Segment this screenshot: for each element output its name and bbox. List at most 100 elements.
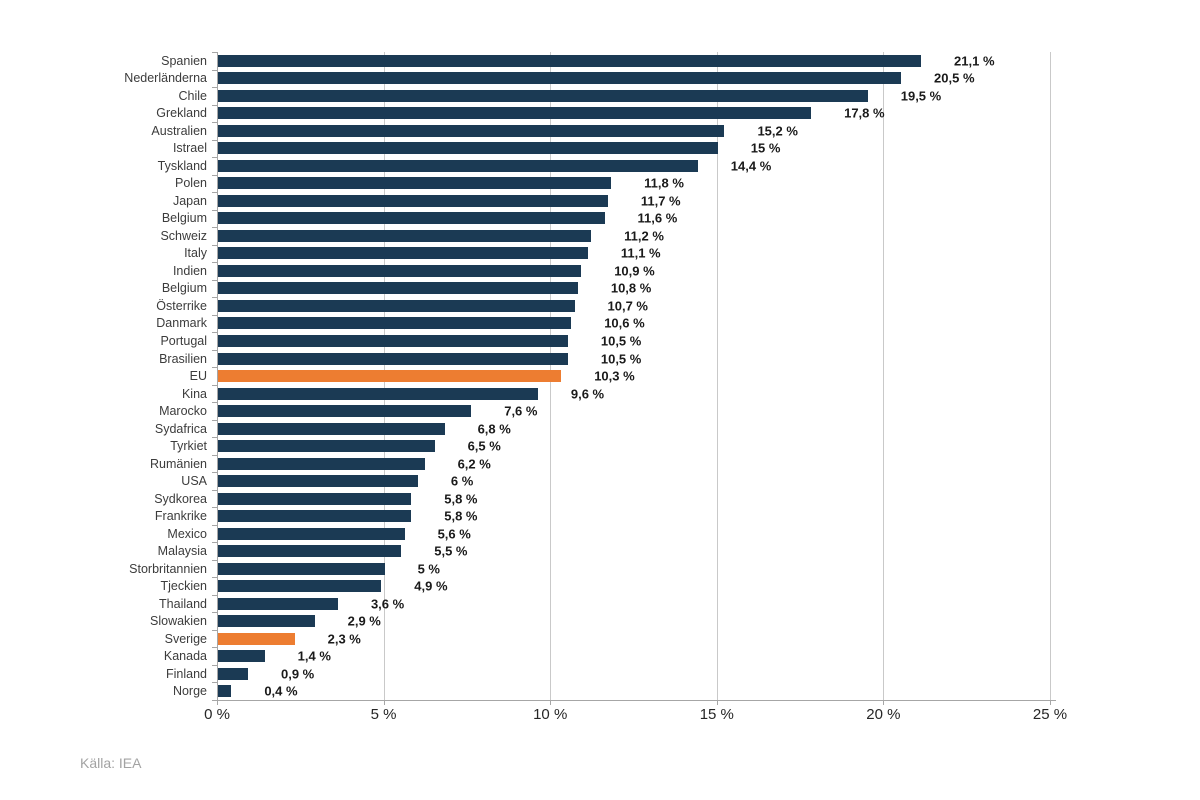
bar-track: 11,1 % — [217, 245, 1050, 263]
bar — [218, 527, 405, 540]
category-label: Brasilien — [159, 351, 207, 366]
category-label: Schweiz — [160, 228, 207, 243]
value-label: 20,5 % — [934, 70, 975, 86]
category-label: Sydafrica — [154, 421, 207, 436]
value-label: 14,4 % — [730, 158, 772, 174]
value-label: 19,5 % — [900, 88, 942, 104]
y-axis-tick — [212, 664, 217, 666]
category-label: Norge — [172, 684, 207, 699]
y-axis-tick — [212, 349, 217, 351]
bar-track: 5,8 % — [217, 507, 1050, 525]
y-axis-tick — [212, 262, 217, 264]
bar — [218, 440, 435, 453]
x-axis-tick — [383, 700, 385, 705]
x-axis-tick-label: 15 % — [699, 706, 734, 723]
value-label: 2,3 % — [327, 631, 361, 647]
x-axis-tick-label: 10 % — [533, 706, 568, 723]
y-axis-tick — [212, 367, 217, 369]
bar — [218, 615, 315, 628]
bar-row: Thailand 3,6 % — [0, 595, 1050, 613]
bar — [218, 107, 812, 120]
y-axis-tick — [212, 227, 217, 229]
bar — [218, 194, 608, 207]
y-axis-tick — [212, 209, 217, 211]
value-label: 11,6 % — [637, 210, 678, 226]
bar-row: Sverige 2,3 % — [0, 630, 1050, 648]
value-label: 5 % — [417, 561, 440, 577]
y-axis-tick — [212, 612, 217, 614]
y-axis-tick — [212, 647, 217, 649]
bar — [218, 317, 572, 330]
category-label: Danmark — [156, 316, 207, 331]
category-label: Rumänien — [150, 456, 207, 471]
bar-track: 5,6 % — [217, 525, 1050, 543]
value-label: 10,7 % — [607, 298, 648, 314]
value-label: 5,8 % — [444, 508, 478, 524]
bar-row: Mexico 5,6 % — [0, 525, 1050, 543]
category-label: Marocko — [159, 404, 207, 419]
y-axis-tick — [212, 139, 217, 141]
category-label: Japan — [172, 193, 207, 208]
category-label: Kanada — [163, 649, 207, 664]
y-axis-tick — [212, 594, 217, 596]
bar-track: 14,4 % — [217, 157, 1050, 175]
bar-track: 0,4 % — [217, 683, 1050, 701]
value-label: 1,4 % — [297, 648, 331, 664]
y-axis-line — [217, 52, 218, 700]
y-axis-tick — [212, 489, 217, 491]
x-axis-tick — [716, 700, 718, 705]
x-axis-tick — [550, 700, 552, 705]
category-label: Spanien — [161, 53, 207, 68]
bar-row: Polen 11,8 % — [0, 175, 1050, 193]
y-axis-tick — [212, 192, 217, 194]
bar-track: 6,5 % — [217, 437, 1050, 455]
bar-track: 6,8 % — [217, 420, 1050, 438]
bar — [218, 212, 605, 225]
category-label: Frankrike — [154, 509, 207, 524]
category-label: Australien — [151, 123, 207, 138]
bar — [218, 177, 612, 190]
y-axis-tick — [212, 279, 217, 281]
y-axis-tick — [212, 559, 217, 561]
bar-row: Kina 9,6 % — [0, 385, 1050, 403]
bar — [218, 370, 562, 383]
bar — [218, 422, 445, 435]
bar-row: Indien 10,9 % — [0, 262, 1050, 280]
bar-track: 10,6 % — [217, 315, 1050, 333]
bar — [218, 685, 232, 698]
category-label: EU — [189, 369, 207, 384]
y-axis-tick — [212, 682, 217, 684]
bar — [218, 405, 472, 418]
bar-track: 20,5 % — [217, 70, 1050, 88]
value-label: 10,9 % — [614, 263, 655, 279]
y-axis-tick — [212, 700, 217, 701]
bar-track: 9,6 % — [217, 385, 1050, 403]
value-label: 17,8 % — [844, 105, 885, 121]
bar-track: 11,7 % — [217, 192, 1050, 210]
category-label: Portugal — [160, 334, 207, 348]
category-label: Thailand — [159, 596, 207, 611]
category-label: Indien — [172, 263, 207, 278]
value-label: 11,8 % — [644, 175, 684, 191]
bar — [218, 545, 402, 558]
bar-row: Kanada 1,4 % — [0, 648, 1050, 666]
value-label: 15,2 % — [757, 123, 798, 139]
bar-rows: Spanien 21,1 % Nederländerna 20,5 % Chile 19,… — [0, 52, 1050, 700]
bar — [218, 282, 578, 295]
x-axis-tick — [217, 700, 218, 705]
bar — [218, 299, 575, 312]
value-label: 7,6 % — [504, 403, 538, 419]
bar-track: 15 % — [217, 140, 1050, 158]
y-axis-tick — [212, 437, 217, 439]
bar — [218, 264, 582, 277]
bar — [218, 335, 568, 347]
bar-track: 10,8 % — [217, 280, 1050, 298]
bar-row: Tjeckien 4,9 % — [0, 577, 1050, 595]
bar-track: 5,8 % — [217, 490, 1050, 508]
bar-track: 15,2 % — [217, 122, 1050, 140]
bar — [218, 352, 568, 365]
bar-track: 1,4 % — [217, 648, 1050, 666]
value-label: 3,6 % — [370, 596, 405, 612]
bar — [218, 229, 592, 242]
bar-track: 7,6 % — [217, 402, 1050, 420]
